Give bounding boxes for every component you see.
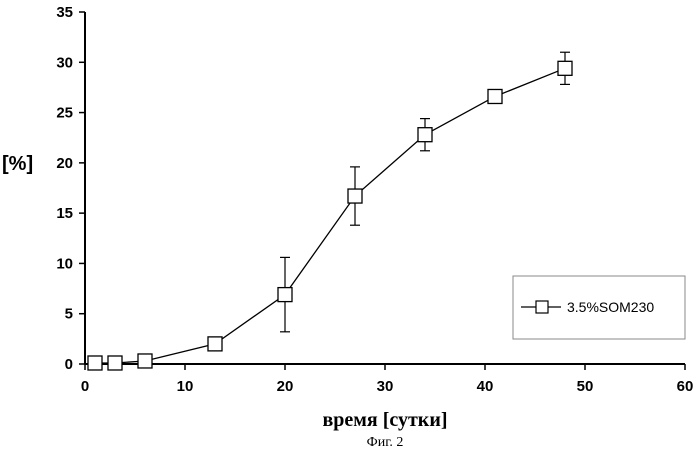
x-tick-label-0: 0: [81, 378, 89, 395]
data-point-7: [488, 89, 502, 103]
series: [88, 52, 572, 370]
data-point-8: [558, 61, 572, 75]
y-tick-label-3: 15: [56, 205, 73, 222]
data-point-3: [208, 337, 222, 351]
data-point-1: [108, 356, 122, 370]
x-tick-label-6: 60: [677, 378, 694, 395]
data-point-5: [348, 189, 362, 203]
y-axis-label: [%]: [2, 153, 33, 175]
series-line-0: [95, 68, 565, 363]
y-tick-label-7: 35: [56, 4, 73, 21]
legend: 3.5%SOM230: [513, 276, 685, 339]
x-tick-label-1: 10: [177, 378, 194, 395]
x-tick-label-5: 50: [577, 378, 594, 395]
y-tick-label-0: 0: [65, 356, 73, 373]
data-point-0: [88, 356, 102, 370]
x-ticks: 0 10 20 30 40 50 60: [81, 364, 694, 395]
data-point-4: [278, 288, 292, 302]
y-ticks: 0 5 10 15 20 25 30 35: [56, 4, 85, 373]
y-tick-label-5: 25: [56, 105, 73, 122]
x-tick-label-4: 40: [477, 378, 494, 395]
figure-caption: Фиг. 2: [367, 435, 404, 450]
y-tick-label-1: 5: [65, 306, 73, 323]
y-tick-label-2: 10: [56, 255, 73, 272]
legend-label: 3.5%SOM230: [567, 299, 654, 315]
x-axis-label: время [сутки]: [322, 409, 447, 431]
x-tick-label-3: 30: [377, 378, 394, 395]
data-point-2: [138, 354, 152, 368]
data-point-6: [418, 128, 432, 142]
legend-marker: [536, 301, 548, 313]
x-tick-label-2: 20: [277, 378, 294, 395]
y-tick-label-6: 30: [56, 54, 73, 71]
y-tick-label-4: 20: [56, 155, 73, 172]
